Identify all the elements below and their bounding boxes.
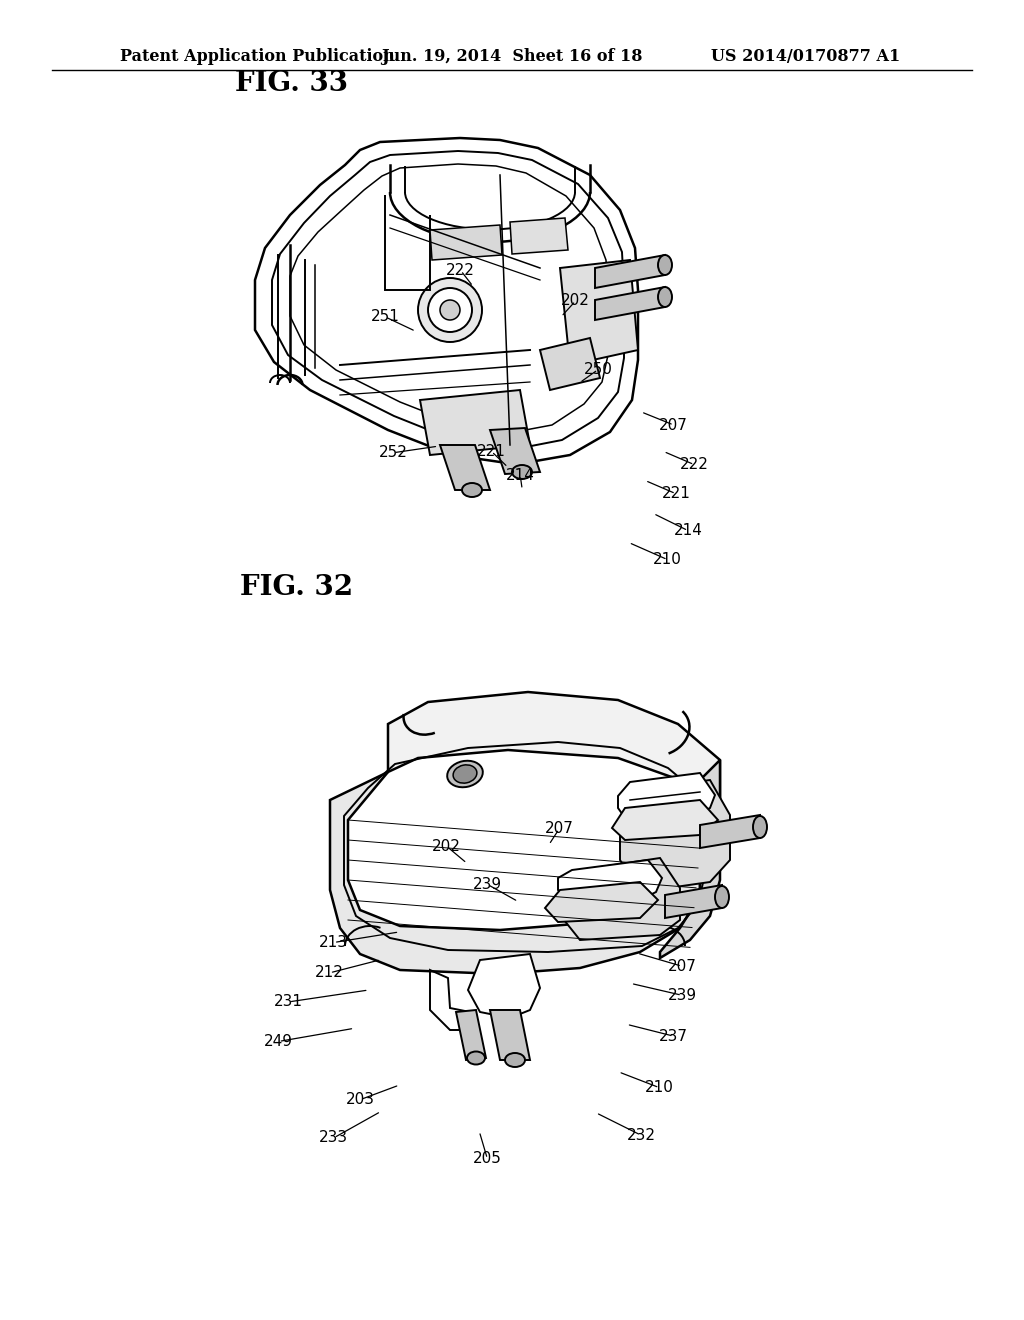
Text: 251: 251 [371,309,399,325]
Text: 207: 207 [668,958,696,974]
Text: 202: 202 [561,293,590,309]
Polygon shape [468,954,540,1018]
Ellipse shape [462,483,482,498]
Text: 210: 210 [653,552,682,568]
Text: 214: 214 [506,467,535,483]
Polygon shape [665,884,722,917]
Ellipse shape [512,465,532,479]
Text: Jun. 19, 2014  Sheet 16 of 18: Jun. 19, 2014 Sheet 16 of 18 [381,48,643,65]
Polygon shape [558,861,662,904]
Text: 205: 205 [473,1151,502,1167]
Ellipse shape [467,1052,485,1064]
Text: 202: 202 [432,838,461,854]
Text: FIG. 32: FIG. 32 [241,574,353,601]
Polygon shape [330,772,700,974]
Polygon shape [540,338,600,389]
Polygon shape [560,260,638,366]
Text: US 2014/0170877 A1: US 2014/0170877 A1 [711,48,900,65]
Text: 203: 203 [346,1092,375,1107]
Polygon shape [388,692,720,800]
Text: 222: 222 [446,263,475,279]
Text: FIG. 33: FIG. 33 [236,70,348,96]
Polygon shape [420,389,530,455]
Text: 231: 231 [274,994,303,1010]
Polygon shape [560,858,680,940]
Text: 221: 221 [662,486,690,502]
Text: 239: 239 [668,987,696,1003]
Text: 222: 222 [680,457,709,473]
Text: 207: 207 [659,417,688,433]
Ellipse shape [447,760,482,787]
Text: 207: 207 [545,821,573,837]
Circle shape [440,300,460,319]
Ellipse shape [658,286,672,308]
Polygon shape [430,224,502,260]
Ellipse shape [453,764,477,783]
Ellipse shape [658,255,672,275]
Text: 210: 210 [645,1080,674,1096]
Text: 250: 250 [584,362,612,378]
Text: 232: 232 [627,1127,655,1143]
Polygon shape [440,445,490,490]
Polygon shape [660,760,720,958]
Polygon shape [255,139,638,462]
Text: 249: 249 [264,1034,293,1049]
Text: Patent Application Publication: Patent Application Publication [120,48,394,65]
Polygon shape [595,286,665,319]
Ellipse shape [505,1053,525,1067]
Polygon shape [490,428,540,474]
Text: 239: 239 [473,876,502,892]
Text: 212: 212 [315,965,344,981]
Polygon shape [700,814,760,847]
Text: 233: 233 [319,1130,348,1146]
Text: 213: 213 [319,935,348,950]
Ellipse shape [753,816,767,838]
Text: 252: 252 [379,445,408,461]
Polygon shape [545,882,658,921]
Polygon shape [620,780,730,892]
Circle shape [418,279,482,342]
Polygon shape [618,774,715,822]
Polygon shape [510,218,568,253]
Polygon shape [456,1010,486,1060]
Polygon shape [595,255,665,288]
Text: 214: 214 [674,523,702,539]
Text: 237: 237 [659,1028,688,1044]
Polygon shape [490,1010,530,1060]
Polygon shape [612,800,718,840]
Text: 221: 221 [477,444,506,459]
Ellipse shape [715,886,729,908]
Circle shape [428,288,472,333]
